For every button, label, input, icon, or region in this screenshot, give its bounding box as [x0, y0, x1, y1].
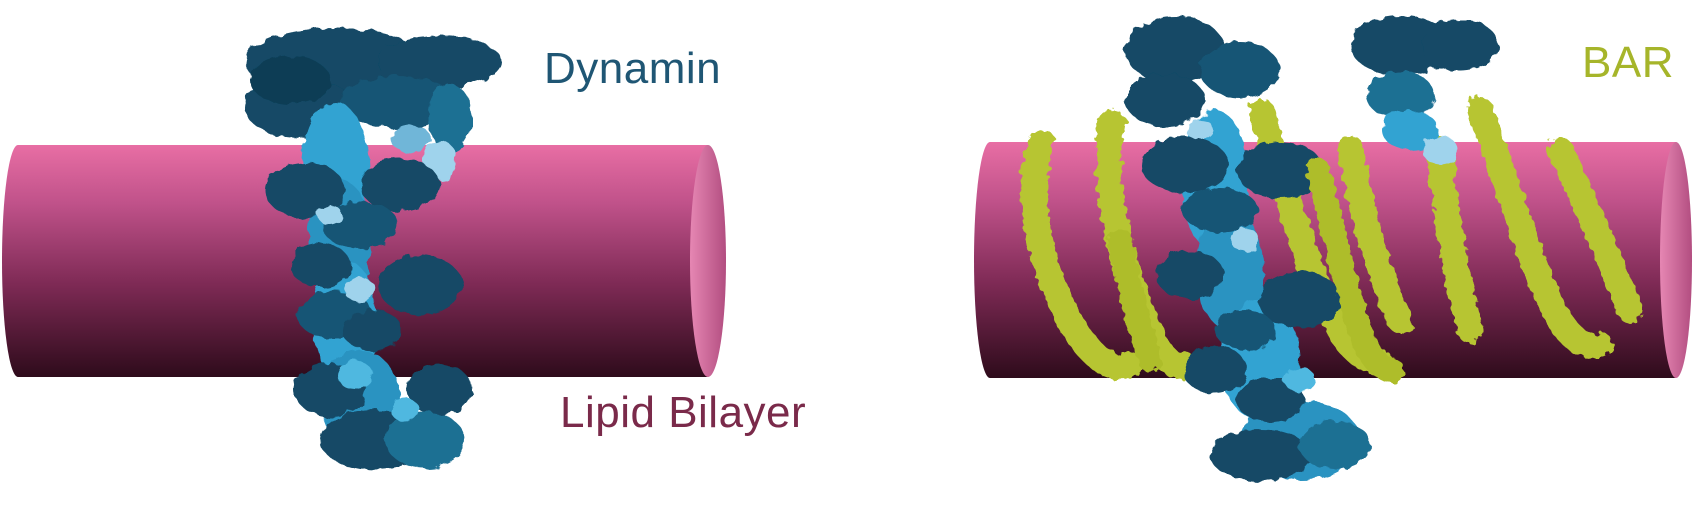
dynamin-label: Dynamin: [544, 44, 722, 93]
right-panel: [974, 15, 1692, 481]
left-panel: [2, 28, 726, 470]
bar-label: BAR: [1582, 38, 1674, 87]
lipid-bilayer-label: Lipid Bilayer: [560, 388, 807, 437]
dynamin-molecule-left: [245, 28, 502, 470]
bar-filaments-front: [1108, 158, 1404, 382]
dynamin-molecule-right: [1125, 15, 1498, 481]
